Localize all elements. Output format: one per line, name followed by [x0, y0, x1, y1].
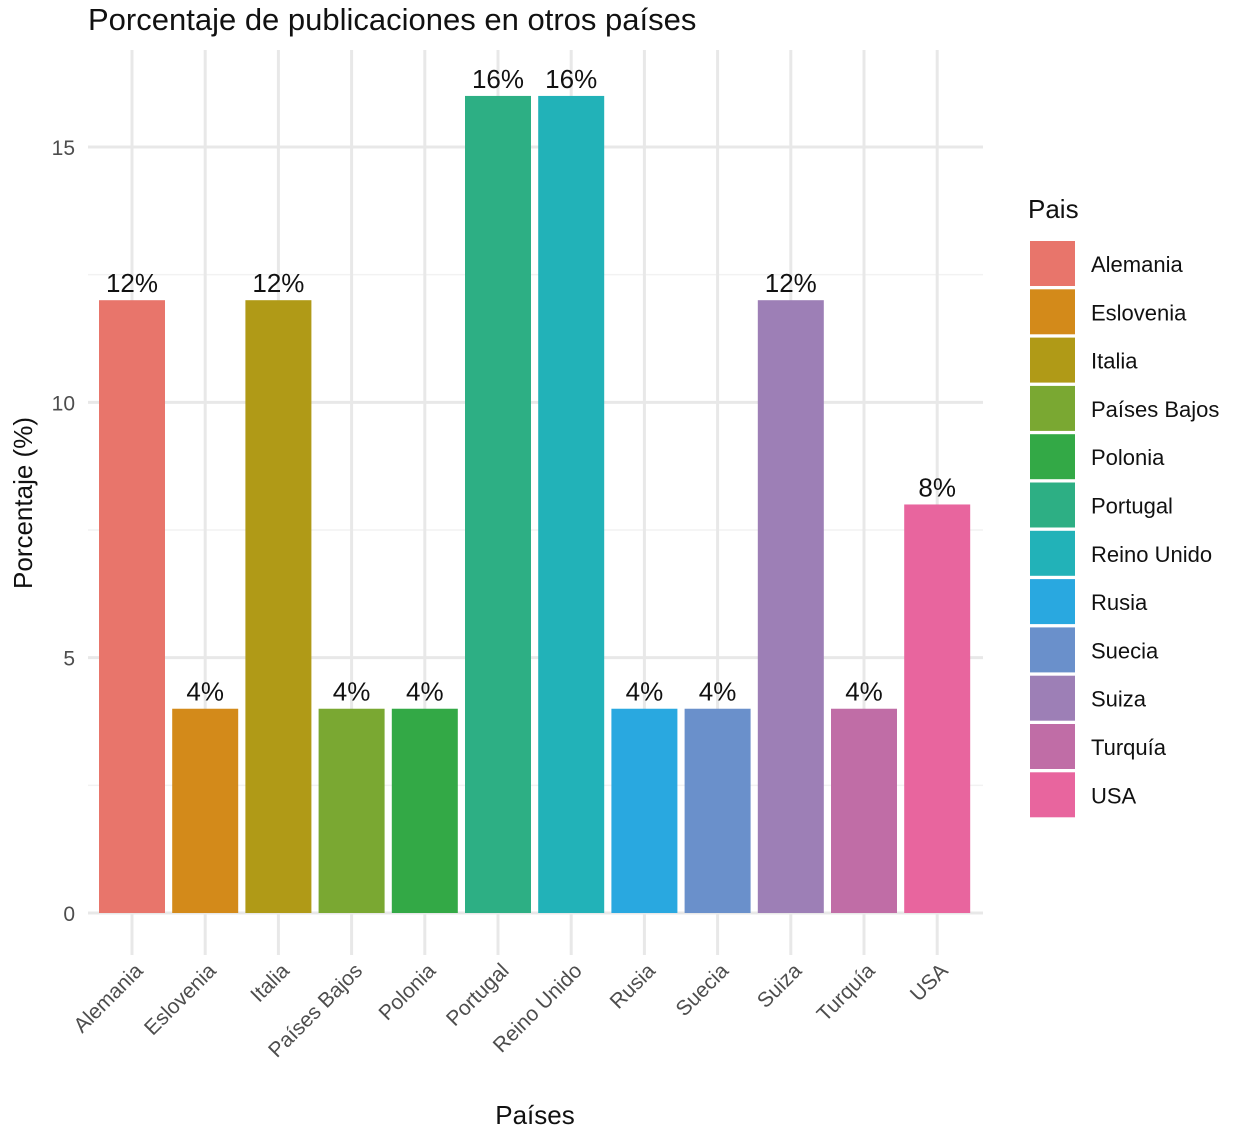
data-label: 12% — [106, 268, 158, 298]
legend-key — [1030, 724, 1075, 769]
data-label: 12% — [765, 268, 817, 298]
y-tick-label: 10 — [52, 392, 75, 415]
legend-key — [1030, 772, 1075, 818]
bar-turquía — [831, 708, 897, 913]
x-tick-label: Polonia — [375, 959, 441, 1025]
legend-key — [1030, 579, 1075, 625]
x-axis-label: Países — [495, 1100, 575, 1130]
x-tick-label: Turquía — [813, 959, 880, 1026]
legend-label: Suiza — [1091, 687, 1147, 712]
bar-alemania — [99, 300, 165, 913]
legend-label: Alemania — [1091, 252, 1183, 277]
legend-label: Suecia — [1091, 638, 1159, 663]
bar-eslovenia — [172, 708, 239, 913]
legend-key — [1030, 337, 1075, 383]
bar-usa — [904, 504, 971, 913]
legend-key — [1030, 434, 1075, 480]
legend-label: Reino Unido — [1091, 542, 1212, 567]
bar-polonia — [391, 708, 458, 913]
legend-key — [1030, 241, 1075, 286]
bars: 12% 4% 12% 4% 4% 16% 16% 4% 4% 12% 4% 8% — [99, 64, 971, 913]
x-tick-label: USA — [906, 959, 953, 1006]
bar-suecia — [684, 708, 751, 913]
legend-label: USA — [1091, 783, 1137, 808]
x-tick-label: Suecia — [671, 959, 733, 1021]
data-label: 4% — [333, 677, 371, 707]
legend-key — [1030, 289, 1075, 335]
data-label: 4% — [186, 677, 224, 707]
data-label: 8% — [918, 472, 956, 502]
legend-key — [1030, 482, 1075, 528]
legend-label: Países Bajos — [1091, 397, 1219, 422]
legend-label: Eslovenia — [1091, 300, 1187, 325]
legend-key — [1030, 530, 1075, 576]
chart-title: Porcentaje de publicaciones en otros paí… — [88, 2, 696, 37]
data-label: 12% — [252, 268, 304, 298]
legend-label: Portugal — [1091, 494, 1173, 519]
legend-label: Italia — [1091, 349, 1138, 374]
data-label: 4% — [406, 677, 444, 707]
x-tick-label: Rusia — [606, 959, 660, 1013]
data-label: 16% — [472, 64, 524, 94]
legend-key — [1030, 627, 1075, 673]
x-tick-label: Italia — [246, 959, 294, 1007]
x-tick-label: Alemania — [69, 959, 147, 1037]
data-label: 4% — [699, 677, 737, 707]
data-label: 4% — [845, 677, 883, 707]
x-tick-label: Suiza — [753, 959, 807, 1013]
bar-italia — [245, 300, 312, 913]
data-label: 4% — [626, 677, 664, 707]
legend-key — [1030, 385, 1075, 431]
data-label: 16% — [545, 64, 597, 94]
y-tick-label: 0 — [63, 903, 75, 926]
y-axis-label: Porcentaje (%) — [8, 417, 38, 589]
legend-label: Turquía — [1091, 735, 1167, 760]
bar-países-bajos — [318, 708, 385, 913]
bar-suiza — [757, 300, 824, 913]
bar-rusia — [611, 708, 678, 913]
legend-title: Pais — [1028, 194, 1079, 224]
y-tick-label: 5 — [63, 648, 75, 671]
x-tick-label: Portugal — [442, 959, 514, 1031]
bar-portugal — [465, 95, 531, 913]
y-tick-label: 15 — [52, 137, 75, 160]
legend-label: Rusia — [1091, 590, 1148, 615]
legend-key — [1030, 675, 1075, 721]
x-tick-label: Eslovenia — [140, 959, 221, 1040]
legend-label: Polonia — [1091, 445, 1165, 470]
bar-reino-unido — [538, 95, 605, 913]
legend: Pais Alemania Eslovenia Italia Países Bajos… — [1028, 194, 1219, 818]
